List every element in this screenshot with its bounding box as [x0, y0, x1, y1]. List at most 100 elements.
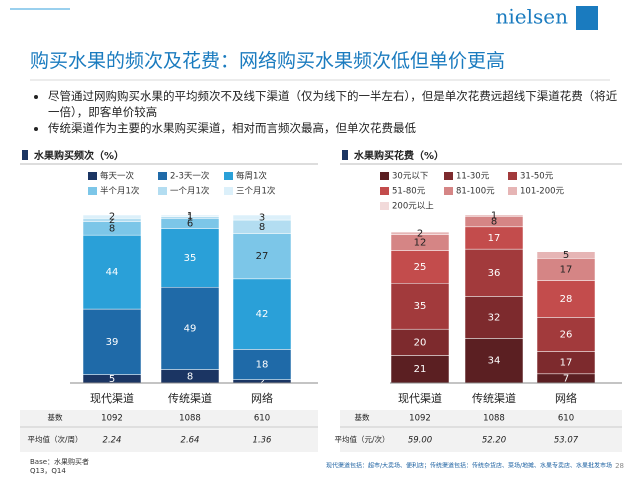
bar-segment [82, 308, 142, 375]
category-label: 网络 [251, 391, 273, 405]
data-label: 21 [414, 364, 427, 375]
legend-swatch [380, 202, 389, 210]
data-label: 8 [109, 223, 115, 234]
data-label: 39 [106, 337, 119, 348]
data-label: 35 [414, 301, 427, 312]
bullet-list: 尽管通过网购购买水果的平均频次不及线下渠道（仅为线下的一半左右），但是单次花费远… [32, 88, 628, 136]
legend-label: 11-30元 [456, 172, 490, 182]
data-label: 42 [256, 309, 269, 320]
legend-label: 2-3天一次 [170, 171, 210, 182]
table-row-label: 平均值（元/次） [334, 434, 389, 444]
data-label: 5 [109, 374, 115, 385]
data-label: 27 [256, 251, 269, 262]
data-label: 12 [414, 238, 427, 249]
category-label: 传统渠道 [168, 391, 212, 405]
table-row-label: 基数 [48, 412, 63, 422]
legend-swatch [444, 187, 453, 195]
bar-segment [464, 296, 524, 339]
title-marker [22, 150, 28, 160]
legend-swatch [224, 187, 233, 195]
bar-segment [390, 328, 450, 356]
data-label: 6 [187, 218, 193, 229]
bar-segment [536, 317, 596, 352]
table-row-label: 平均值（次/周） [27, 434, 82, 444]
data-label: 17 [560, 264, 573, 275]
data-label: 2 [259, 376, 265, 387]
legend-swatch [380, 172, 389, 180]
data-label: 2 [109, 215, 115, 226]
data-label: 26 [560, 329, 573, 340]
table-cell: 1088 [179, 414, 201, 424]
bar-segment [464, 338, 524, 384]
bar-segment [82, 214, 142, 219]
legend-label: 31-50元 [520, 172, 554, 182]
legend-label: 每周1次 [236, 171, 267, 182]
bar-segment [232, 214, 292, 221]
bullet: 传统渠道作为主要的水果购买渠道，相对而言频次最高，但单次花费最低 [48, 120, 628, 136]
legend-swatch [508, 172, 517, 180]
data-label: 49 [184, 323, 197, 334]
legend-swatch [88, 172, 97, 180]
legend-swatch [88, 187, 97, 195]
bar-segment [160, 286, 220, 370]
data-label: 25 [414, 262, 427, 273]
bar-segment [390, 231, 450, 235]
table-cell: 1092 [409, 414, 431, 424]
slide-title: 购买水果的频次及花费：网络购买水果频次低但单价更高 [30, 50, 506, 72]
table-cell: 53.07 [554, 436, 579, 446]
table-bg [20, 410, 318, 452]
legend-label: 30元以下 [392, 172, 429, 182]
table-cell: 52.20 [482, 436, 506, 446]
legend-swatch [158, 172, 167, 180]
table-cell: 1.36 [253, 436, 273, 446]
data-label: 28 [560, 294, 573, 305]
legend-swatch [508, 187, 517, 195]
bar-segment [464, 214, 524, 217]
table-cell: 610 [254, 414, 270, 424]
legend-swatch [444, 172, 453, 180]
data-label: 8 [187, 371, 193, 382]
data-label: 2 [109, 212, 115, 223]
table-bg [340, 410, 622, 452]
table-cell: 1088 [483, 414, 505, 424]
bar-segment [160, 214, 220, 217]
bullet: 尽管通过网购购买水果的平均频次不及线下渠道（仅为线下的一半左右），但是单次花费远… [48, 88, 628, 120]
category-label: 现代渠道 [398, 391, 442, 405]
title-marker [342, 150, 348, 160]
page-number: 28 [615, 462, 624, 470]
table-row-label: 基数 [355, 412, 370, 422]
chart-title: 水果购买花费（%） [353, 149, 444, 162]
legend-label: 一个月1次 [170, 186, 210, 197]
table-cell: 2.24 [103, 436, 122, 446]
bar-segment [536, 251, 596, 259]
data-label: 35 [184, 253, 197, 264]
data-label: 1 [187, 211, 193, 222]
bar-segment [232, 278, 292, 350]
data-label: 17 [560, 358, 573, 369]
footnote: Base：水果购买者 [30, 457, 89, 466]
table-cell: 610 [558, 414, 574, 424]
legend-label: 101-200元 [520, 187, 565, 197]
bar-segment [390, 283, 450, 330]
data-label: 3 [259, 213, 265, 224]
legend-swatch [380, 187, 389, 195]
table-cell: 2.64 [181, 436, 200, 446]
data-label: 7 [563, 373, 569, 384]
bar-segment [232, 349, 292, 380]
category-label: 现代渠道 [90, 391, 134, 405]
data-label: 34 [488, 356, 501, 367]
category-label: 传统渠道 [472, 391, 516, 405]
legend-label: 每天一次 [100, 171, 135, 182]
data-label: 8 [259, 222, 265, 233]
logo: nielsen [496, 5, 569, 29]
chart-title: 水果购买频次（%） [33, 149, 124, 162]
data-label: 17 [488, 233, 501, 244]
data-label: 36 [488, 268, 501, 279]
data-label: 44 [106, 267, 119, 278]
legend-label: 200元以上 [392, 202, 434, 212]
bar-segment [160, 228, 220, 288]
legend-label: 三个月1次 [236, 186, 276, 197]
data-label: 5 [563, 250, 569, 261]
